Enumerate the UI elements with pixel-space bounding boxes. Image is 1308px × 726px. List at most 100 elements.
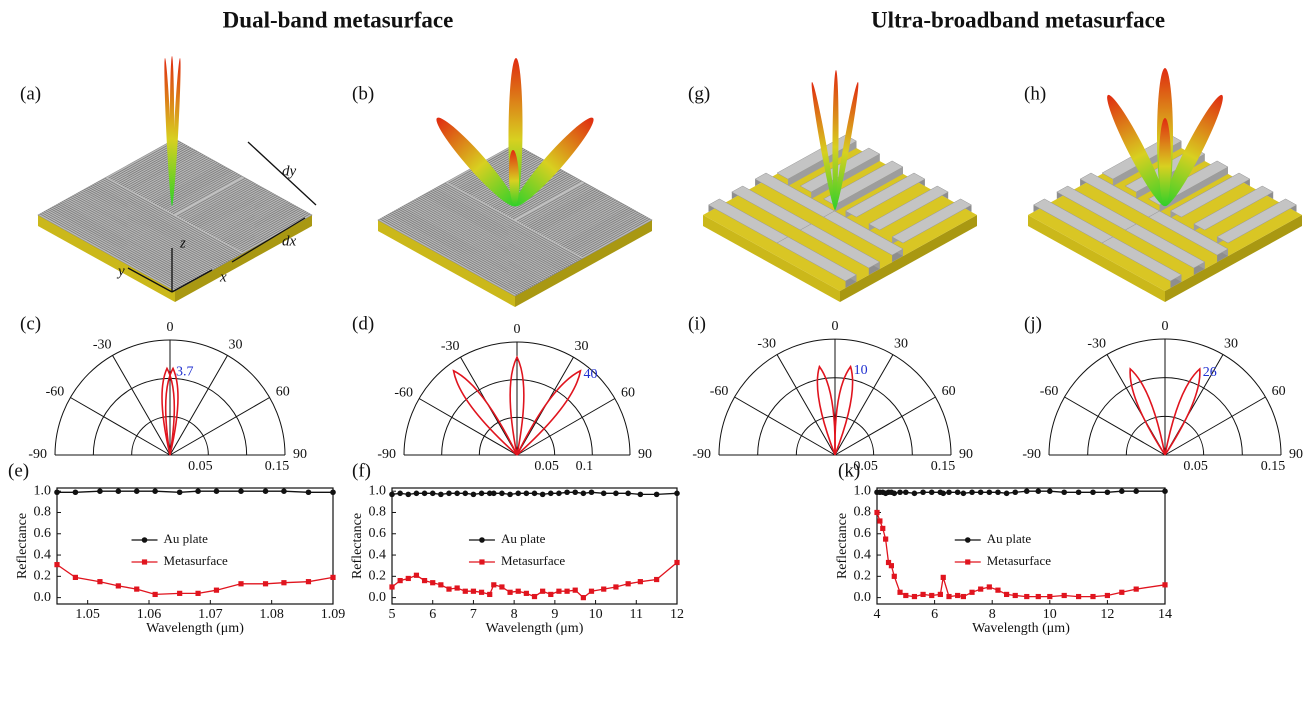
panel-label: (k): [838, 460, 860, 481]
x-tick-label: 7: [470, 607, 477, 622]
marker: [589, 489, 595, 495]
lobe: [1130, 369, 1165, 455]
marker: [414, 491, 420, 497]
marker: [389, 492, 395, 498]
marker: [134, 488, 140, 494]
marker: [405, 492, 411, 498]
marker: [1061, 489, 1067, 495]
y-tick-label: 0.8: [854, 505, 872, 520]
marker: [674, 560, 679, 565]
annotation: 10: [854, 363, 868, 378]
marker: [430, 580, 435, 585]
marker: [153, 592, 158, 597]
marker: [177, 591, 182, 596]
y-axis-label: Reflectance: [15, 513, 30, 579]
y-tick-label: 0.0: [854, 590, 872, 605]
marker: [491, 582, 496, 587]
marker: [1090, 489, 1096, 495]
angle-tick-label: -60: [710, 384, 729, 399]
legend-label: Metasurface: [164, 553, 228, 568]
marker: [1105, 593, 1110, 598]
marker: [471, 589, 476, 594]
marker: [73, 575, 78, 580]
y-tick-label: 0.2: [854, 569, 872, 584]
legend-label: Au plate: [501, 531, 546, 546]
marker: [116, 583, 121, 588]
x-tick-label: 6: [931, 607, 938, 622]
marker: [177, 489, 183, 495]
legend-label: Metasurface: [501, 553, 565, 568]
marker: [946, 594, 951, 599]
marker: [581, 491, 587, 497]
heading: Ultra-broadband metasurface: [871, 7, 1165, 32]
marker: [1036, 594, 1041, 599]
polar-plot: -90-60-3003060900.050.1510: [692, 319, 973, 474]
marker: [462, 491, 468, 497]
legend-label: Metasurface: [987, 553, 1051, 568]
marker: [1024, 488, 1030, 494]
panel-label: (h): [1024, 83, 1046, 104]
x-tick-label: 11: [630, 607, 643, 622]
marker: [874, 510, 879, 515]
marker: [1024, 594, 1029, 599]
plot-frame: [57, 488, 333, 604]
marker: [1076, 489, 1082, 495]
angle-tick-label: -90: [1022, 447, 1041, 462]
x-tick-label: 1.08: [259, 607, 284, 622]
marker: [987, 584, 992, 589]
x-tick-label: 4: [874, 607, 881, 622]
grid-spoke: [1165, 397, 1265, 455]
lobe: [517, 371, 580, 455]
x-tick-label: 5: [389, 607, 396, 622]
marker: [116, 488, 122, 494]
dimension-label: dx: [282, 233, 297, 249]
x-tick-label: 8: [989, 607, 996, 622]
line-chart: 0.00.20.40.60.81.01.051.061.071.081.09Wa…: [15, 483, 345, 636]
marker: [912, 491, 918, 497]
legend-marker: [479, 559, 484, 564]
marker: [897, 489, 903, 495]
legend-marker: [965, 559, 970, 564]
marker: [540, 589, 545, 594]
x-tick-label: 1.09: [321, 607, 346, 622]
marker: [422, 578, 427, 583]
plot-frame: [877, 488, 1165, 604]
y-tick-label: 0.8: [34, 505, 52, 520]
y-tick-label: 0.2: [34, 569, 52, 584]
marker: [613, 584, 618, 589]
axis-label: z: [179, 235, 186, 251]
marker: [940, 491, 946, 497]
marker: [1162, 582, 1167, 587]
y-tick-label: 0.2: [369, 569, 387, 584]
marker: [532, 594, 537, 599]
marker: [1012, 489, 1018, 495]
marker: [524, 491, 530, 497]
panel-label: (c): [20, 313, 41, 334]
angle-tick-label: 30: [575, 339, 589, 354]
marker: [499, 491, 505, 497]
beam: [1159, 118, 1171, 206]
marker: [929, 489, 935, 495]
marker: [463, 589, 468, 594]
marker: [955, 489, 961, 495]
marker: [1119, 488, 1125, 494]
angle-tick-label: 90: [1289, 447, 1303, 462]
y-axis-label: Reflectance: [350, 513, 365, 579]
marker: [1004, 592, 1009, 597]
marker: [97, 488, 103, 494]
marker: [601, 491, 607, 497]
x-tick-label: 10: [1043, 607, 1057, 622]
marker: [548, 592, 553, 597]
marker: [281, 580, 286, 585]
marker: [573, 588, 578, 593]
marker: [389, 584, 394, 589]
x-tick-label: 1.06: [137, 607, 162, 622]
panel-label: (b): [352, 83, 374, 104]
marker: [891, 491, 897, 497]
marker: [330, 489, 336, 495]
marker: [479, 590, 484, 595]
x-tick-label: 1.07: [198, 607, 223, 622]
r-tick-label: 0.05: [188, 459, 213, 474]
